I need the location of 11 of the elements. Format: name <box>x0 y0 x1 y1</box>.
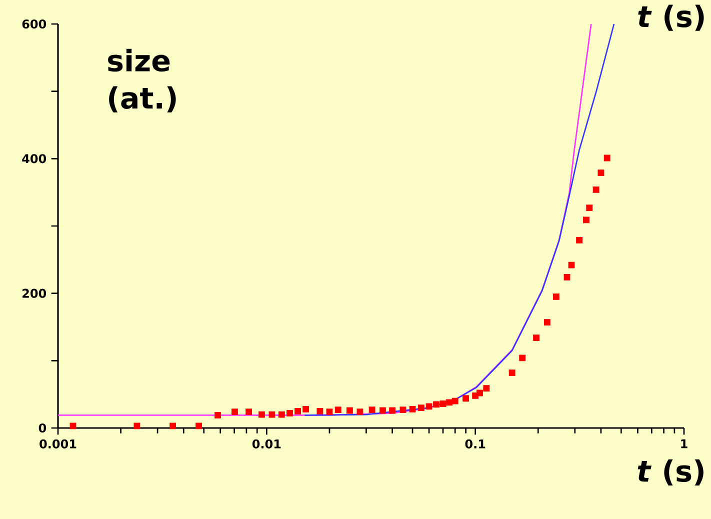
x-tick-label: 0.1 <box>465 439 486 448</box>
y-tick-label: 600 <box>22 19 46 29</box>
y-tick-label: 400 <box>22 154 46 164</box>
x-tick-label: 0.01 <box>252 439 281 448</box>
x-tick-label: 0.001 <box>40 439 76 448</box>
y-tick-label: 200 <box>22 288 46 298</box>
annotation: t (s) <box>638 4 704 31</box>
y-axis-title: size (at.) <box>108 48 176 112</box>
y-tick-label: 0 <box>38 423 46 433</box>
x-axis-title: t (s) <box>638 459 704 486</box>
x-tick-label: 1 <box>681 439 688 448</box>
